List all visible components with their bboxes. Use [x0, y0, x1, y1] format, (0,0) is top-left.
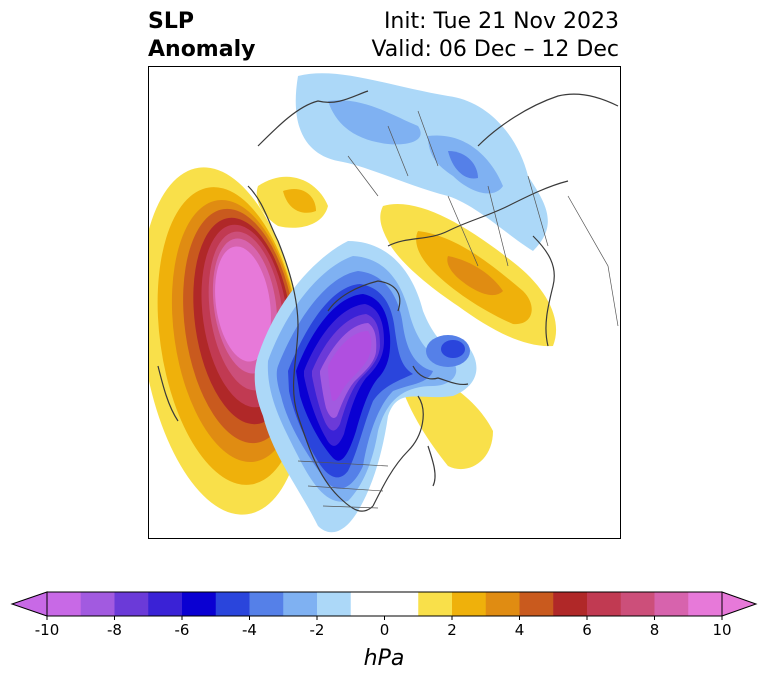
colorbar-cell — [587, 592, 622, 616]
colorbar-tick-label: -8 — [107, 621, 122, 639]
coastlines — [157, 90, 619, 512]
colorbar-tick-label: -2 — [310, 621, 325, 639]
colorbar-cell — [80, 592, 115, 616]
colorbar-tick-label: -10 — [35, 621, 60, 639]
colorbar-cell — [553, 592, 588, 616]
anomaly-high-atlantic — [398, 374, 493, 470]
colorbar: -10 -8 -6 -4 -2 0 2 4 6 8 10 — [10, 591, 758, 639]
colorbar-tick-label: 2 — [447, 621, 457, 639]
anomaly-high-east — [380, 204, 557, 347]
colorbar-unit-label: hPa — [363, 646, 405, 671]
colorbar-cell — [418, 592, 453, 616]
slp-anomaly-map — [148, 66, 621, 539]
anomaly-low-arctic — [295, 73, 548, 252]
map-frame — [148, 66, 621, 539]
colorbar-cell — [317, 592, 352, 616]
valid-range: Valid: 06 Dec – 12 Dec — [371, 37, 619, 62]
colorbar-cell — [654, 592, 689, 616]
colorbar-cell — [249, 592, 284, 616]
colorbar-cell — [485, 592, 520, 616]
colorbar-cell — [384, 592, 419, 616]
colorbar-extend-min — [10, 591, 48, 617]
colorbar-cell — [114, 592, 149, 616]
colorbar-cell — [519, 592, 554, 616]
colorbar-cell — [215, 592, 250, 616]
chart-title-left: SLP Anomaly — [148, 8, 255, 64]
title-variable: SLP — [148, 9, 194, 34]
political-borders — [297, 110, 619, 509]
colorbar-tick-label: -4 — [242, 621, 257, 639]
colorbar-extend-max — [721, 591, 758, 617]
colorbar-cell — [182, 592, 217, 616]
colorbar-cell — [620, 592, 655, 616]
colorbar-tick-label: -6 — [175, 621, 190, 639]
colorbar-cell — [350, 592, 385, 616]
colorbar-tick-label: 10 — [712, 621, 731, 639]
colorbar-tick-label: 4 — [515, 621, 525, 639]
colorbar-cell — [47, 592, 82, 616]
colorbar-tick-label: 6 — [582, 621, 592, 639]
colorbar-cell — [452, 592, 487, 616]
chart-title-right: Init: Tue 21 Nov 2023 Valid: 06 Dec – 12… — [371, 8, 619, 64]
colorbar-cell — [148, 592, 183, 616]
map-field — [148, 66, 621, 539]
colorbar-tick-label: 8 — [650, 621, 660, 639]
colorbar-cell — [283, 592, 318, 616]
init-date: Init: Tue 21 Nov 2023 — [383, 9, 619, 34]
title-subtitle: Anomaly — [148, 37, 256, 62]
anomaly-low-central — [254, 241, 477, 533]
colorbar-cell — [688, 592, 723, 616]
colorbar-tick-label: 0 — [380, 621, 390, 639]
